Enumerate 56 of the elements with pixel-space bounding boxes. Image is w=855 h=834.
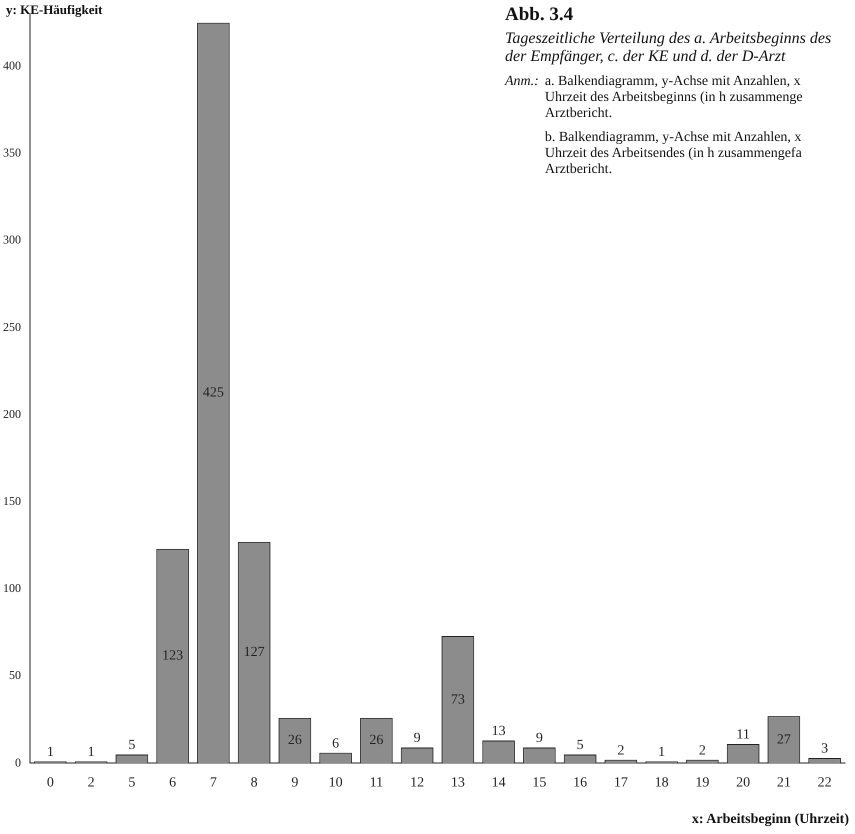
y-tick-label: 0 <box>15 755 21 770</box>
x-tick-label: 22 <box>818 775 832 790</box>
x-tick-label: 12 <box>410 775 424 790</box>
x-tick-label: 9 <box>291 775 298 790</box>
x-tick-label: 6 <box>169 775 176 790</box>
data-label: 127 <box>244 645 265 660</box>
x-tick-label: 15 <box>532 775 546 790</box>
data-label: 425 <box>202 386 224 401</box>
data-label: 9 <box>414 731 421 746</box>
data-label: 27 <box>776 732 791 748</box>
chart-title: Abb. 3.4 <box>505 4 574 26</box>
y-axis-title: y: KE-Häufigkeit <box>6 2 102 18</box>
y-tick-label: 400 <box>3 58 21 72</box>
x-tick-label: 17 <box>614 775 628 790</box>
x-tick-label: 7 <box>210 775 217 790</box>
data-label: 6 <box>332 736 340 752</box>
x-tick-label: 11 <box>370 775 384 790</box>
data-label: 26 <box>369 733 384 748</box>
data-label: 2 <box>617 743 624 758</box>
y-tick-label: 300 <box>3 232 21 247</box>
x-tick-label: 16 <box>573 775 588 790</box>
x-tick-label: 18 <box>654 775 669 790</box>
data-label: 11 <box>736 728 750 743</box>
x-axis-title: x: Arbeitsbeginn (Uhrzeit) <box>692 812 849 828</box>
x-tick-label: 20 <box>736 775 750 790</box>
y-tick-label: 50 <box>9 668 21 682</box>
annotation: a. Balkendiagramm, y-Achse mit Anzahlen, x Uhrzeit des Arbeitsbeginns (in h zusammenge Arztbericht. <box>544 74 804 122</box>
data-label: 26 <box>288 733 302 748</box>
x-tick-label: 19 <box>695 775 710 790</box>
x-tick-label: 14 <box>492 775 506 790</box>
data-label: 1 <box>658 745 666 760</box>
y-tick-label: 150 <box>3 494 21 508</box>
annotation: Anm.: <box>505 74 539 91</box>
x-tick-label: 0 <box>46 775 54 790</box>
x-tick-label: 21 <box>776 775 791 790</box>
y-tick-label: 200 <box>3 406 21 421</box>
text: Tageszeitliche Verteilung des a. Arbeitsbeginns des der Empfänger, c. der KE und d. der D-Arzt <box>505 30 832 66</box>
annotation: b. Balkendiagramm, y-Achse mit Anzahlen, x Uhrzeit des Arbeitsendes (in h zusammengefa Arztbericht. <box>544 130 803 178</box>
data-label: 5 <box>576 738 584 754</box>
y-tick-label: 100 <box>3 581 21 596</box>
data-label: 123 <box>162 648 184 664</box>
x-tick-label: 5 <box>128 775 136 790</box>
data-label: 3 <box>821 742 828 757</box>
data-label: 1 <box>46 745 54 760</box>
y-tick-label: 350 <box>3 146 21 160</box>
data-label: 13 <box>492 724 506 740</box>
x-tick-label: 8 <box>250 775 258 790</box>
y-tick-label: 250 <box>3 320 21 334</box>
x-tick-label: 2 <box>88 775 95 790</box>
data-label: 2 <box>698 743 706 758</box>
data-label: 73 <box>450 692 465 708</box>
data-label: 1 <box>88 745 95 760</box>
data-label: 5 <box>128 738 136 754</box>
data-label: 9 <box>536 731 543 746</box>
x-tick-label: 13 <box>450 775 465 790</box>
x-tick-label: 10 <box>328 775 343 790</box>
